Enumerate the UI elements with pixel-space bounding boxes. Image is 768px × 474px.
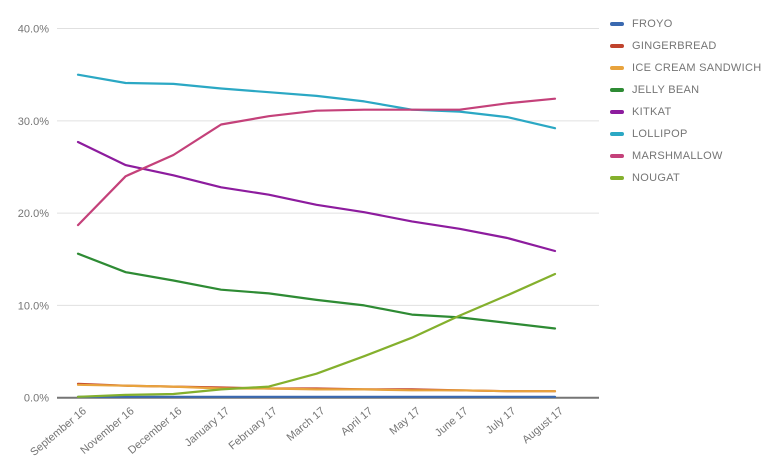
legend-item-froyo[interactable]: FROYO (610, 13, 761, 35)
legend-item-lollipop[interactable]: LOLLIPOP (610, 123, 761, 145)
series-line-ice-cream-sandwich (76, 383, 557, 393)
legend-swatch-icon (610, 66, 624, 70)
legend-label: FROYO (632, 18, 673, 30)
series-line-nougat (76, 272, 557, 398)
legend-swatch-icon (610, 176, 624, 180)
chart-legend: FROYO GINGERBREAD ICE CREAM SANDWICH JELLY … (610, 13, 761, 189)
x-axis-tick-label: June 17 (433, 405, 471, 439)
legend-item-marshmallow[interactable]: MARSHMALLOW (610, 145, 761, 167)
x-axis-tick-label: May 17 (387, 405, 422, 437)
legend-label: MARSHMALLOW (632, 150, 723, 162)
y-axis-tick-label: 20.0% (18, 208, 49, 220)
legend-item-gingerbread[interactable]: GINGERBREAD (610, 35, 761, 57)
x-axis-tick-label: March 17 (285, 405, 328, 444)
legend-label: KITKAT (632, 106, 672, 118)
legend-swatch-icon (610, 22, 624, 26)
series-line-jelly-bean (76, 252, 557, 330)
x-axis-tick-label: February 17 (227, 405, 280, 452)
legend-item-kitkat[interactable]: KITKAT (610, 101, 761, 123)
y-axis-tick-label: 30.0% (18, 116, 49, 128)
x-axis-tick-label: April 17 (339, 405, 375, 438)
legend-swatch-icon (610, 154, 624, 158)
series-line-kitkat (76, 140, 557, 253)
legend-item-ice-cream-sandwich[interactable]: ICE CREAM SANDWICH (610, 57, 761, 79)
legend-item-jelly-bean[interactable]: JELLY BEAN (610, 79, 761, 101)
legend-swatch-icon (610, 132, 624, 136)
legend-label: ICE CREAM SANDWICH (632, 62, 762, 74)
x-axis-tick-label: July 17 (484, 405, 518, 437)
y-axis-tick-label: 0.0% (24, 393, 49, 405)
legend-swatch-icon (610, 44, 624, 48)
series-line-lollipop (76, 73, 557, 130)
legend-item-nougat[interactable]: NOUGAT (610, 167, 761, 189)
legend-label: JELLY BEAN (632, 84, 700, 96)
legend-swatch-icon (610, 110, 624, 114)
y-axis-tick-label: 10.0% (18, 300, 49, 312)
x-axis-tick-label: August 17 (520, 405, 566, 446)
legend-label: NOUGAT (632, 172, 681, 184)
legend-label: LOLLIPOP (632, 128, 688, 140)
legend-swatch-icon (610, 88, 624, 92)
y-axis-tick-label: 40.0% (18, 24, 49, 36)
x-axis-tick-label: January 17 (183, 405, 232, 449)
series-line-marshmallow (76, 97, 557, 227)
legend-label: GINGERBREAD (632, 40, 717, 52)
